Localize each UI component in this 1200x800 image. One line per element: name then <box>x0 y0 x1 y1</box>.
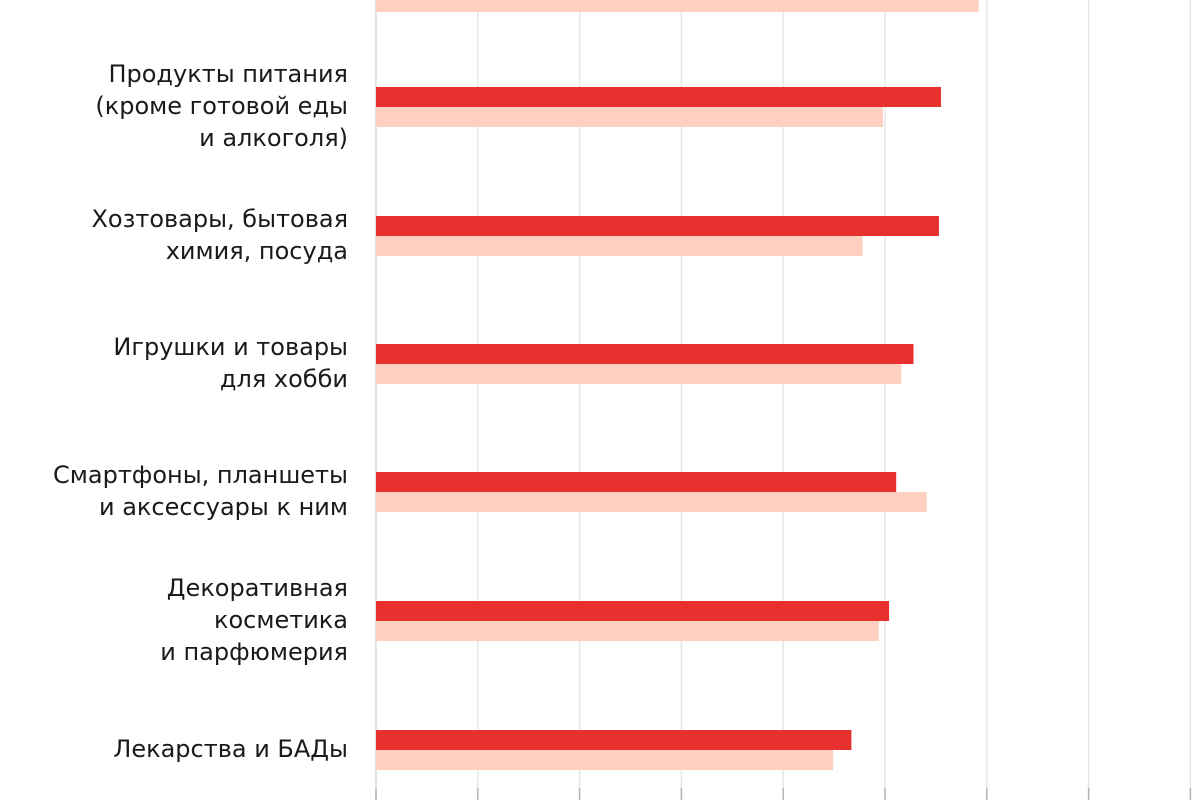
bar-series-2 <box>376 492 927 512</box>
category-label: Хозтовары, бытовая химия, посуда <box>91 205 348 265</box>
category-label-line: Хозтовары, бытовая <box>91 205 348 233</box>
category-label: Декоративная косметика и парфюмерия <box>160 574 348 666</box>
category-label-line: косметика <box>214 606 348 634</box>
category-label: гигиены <box>242 0 348 5</box>
category-label-line: Игрушки и товары <box>113 333 348 361</box>
gridlines <box>375 0 1192 800</box>
bar-series-1 <box>376 472 897 492</box>
category-labels: гигиены Продукты питания (кроме готовой ед… <box>53 0 348 763</box>
bar-series-2 <box>376 621 879 641</box>
category-label: Продукты питания (кроме готовой еды и алко… <box>95 60 348 152</box>
category-label-line: и алкоголя) <box>199 124 348 152</box>
bar-series-1 <box>376 601 890 621</box>
category-label: Игрушки и товары для хобби <box>113 333 348 393</box>
category-label-line: гигиены <box>242 0 348 5</box>
category-label-line: химия, посуда <box>166 237 348 265</box>
bar-series-1 <box>376 730 852 750</box>
bar-series-1 <box>376 344 914 364</box>
category-label: Лекарства и БАДы <box>113 735 348 763</box>
category-label: Смартфоны, планшеты и аксессуары к ним <box>53 461 348 521</box>
category-label-line: и аксессуары к ним <box>99 493 348 521</box>
bars <box>376 0 979 770</box>
category-label-line: (кроме готовой еды <box>95 92 348 120</box>
category-label-line: и парфюмерия <box>160 638 348 666</box>
bar-series-2 <box>376 0 979 12</box>
category-label-line: Смартфоны, планшеты <box>53 461 348 489</box>
category-label-line: Продукты питания <box>108 60 348 88</box>
category-label-line: Лекарства и БАДы <box>113 735 348 763</box>
bar-series-2 <box>376 364 902 384</box>
category-label-line: для хобби <box>220 365 348 393</box>
bar-series-1 <box>376 87 941 107</box>
bar-series-1 <box>376 216 939 236</box>
bar-series-2 <box>376 750 834 770</box>
category-label-line: Декоративная <box>167 574 348 602</box>
bar-series-2 <box>376 107 883 127</box>
bar-series-2 <box>376 236 863 256</box>
